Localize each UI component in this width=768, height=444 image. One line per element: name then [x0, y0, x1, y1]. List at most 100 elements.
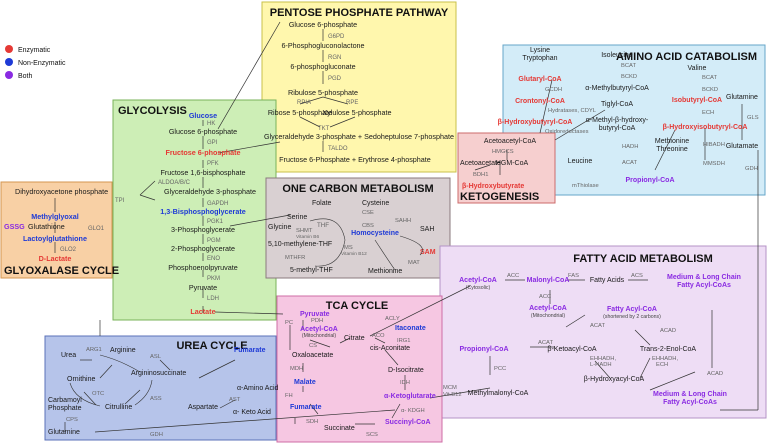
- oc-ms: MS: [344, 245, 353, 251]
- fa-acat: ACAT: [590, 323, 605, 329]
- aa-isobutyryl: Isobutyryl-CoA: [672, 97, 722, 104]
- ppp-f6p-e4p: Fructose 6-Phosphate + Erythrose 4-phosp…: [279, 155, 431, 164]
- tca-title: TCA CYCLE: [326, 300, 389, 312]
- gly-gpi: GPI: [207, 140, 218, 146]
- oc-methionine: Methionine: [368, 268, 402, 275]
- gly-glucose: Glucose: [189, 111, 217, 120]
- urea-carbamoyl2: Phosphate: [48, 405, 82, 412]
- urea-glutamine: Glutamine: [48, 429, 80, 436]
- tca-cis-aconitate: cis-Aconitate: [370, 345, 410, 352]
- fatty-acid-title: FATTY ACID METABOLISM: [573, 253, 713, 265]
- urea-aspartate: Aspartate: [188, 404, 218, 411]
- oc-sam: SAM: [420, 249, 436, 256]
- tca-kdgh: α- KDGH: [401, 408, 425, 414]
- ppp-title: PENTOSE PHOSPHATE PATHWAY: [270, 7, 449, 19]
- aa-lysine: Lysine: [530, 47, 550, 54]
- urea-otc: OTC: [92, 391, 104, 397]
- tca-idh: IDH: [400, 380, 410, 386]
- aa-bckd1: BCKD: [621, 74, 637, 80]
- gly-g3p: Glyceraldehyde 3-phosphate: [164, 187, 256, 196]
- tca-succinyl: Succinyl-CoA: [385, 419, 431, 426]
- keto-hb: β-Hydroxybutyrate: [462, 183, 524, 190]
- aa-hibadh: HIBADH: [703, 142, 725, 148]
- urea-arcs: [69, 354, 153, 407]
- ppp-rpe: RPE: [346, 100, 358, 106]
- ppp-x5p: Xylulose 5-phosphate: [322, 108, 391, 117]
- pathway-arrows: [54, 21, 759, 433]
- keto-acetoacetyl: Acetoacetyl-CoA: [484, 138, 536, 145]
- tca-citrate: Citrate: [344, 335, 365, 342]
- ppp-g6p: Glucose 6-phosphate: [289, 20, 357, 29]
- fa-bketo: β-Ketoacyl-CoA: [547, 346, 596, 353]
- gly-gapdh: GAPDH: [207, 201, 228, 207]
- aa-crotonyl: Crontonyl-CoA: [515, 98, 565, 105]
- one-carbon-arcs: [309, 218, 423, 271]
- urea-fumarate: Fumarate: [234, 347, 266, 354]
- tca-malate: Malate: [294, 379, 316, 386]
- aa-hibcoa: β-Hydroxyisobutyryl-CoA: [663, 124, 748, 131]
- one-carbon-title: ONE CARBON METABOLISM: [282, 183, 433, 195]
- ppp-panel: [261, 1, 457, 173]
- aa-propionyl: Propionyl-CoA: [626, 177, 675, 184]
- glycolysis-nodes: Glucose HK Glucose 6-phosphate GPI Fruct…: [15, 111, 256, 316]
- tca-pyruvate: Pyruvate: [300, 311, 330, 318]
- ppp-pg: 6-phosphogluconate: [290, 62, 355, 71]
- fa-ech: ECH: [656, 362, 668, 368]
- tca-mito: (Mitochondrial): [302, 333, 337, 339]
- urea-carbamoyl1: Carbamoyl: [48, 397, 82, 404]
- tca-fh: FH: [285, 393, 293, 399]
- gly-tpi: TPI: [115, 198, 125, 204]
- legend-enzymatic-dot: [5, 45, 13, 53]
- aa-hbcoa: β-Hydroxybutyryl-CoA: [498, 119, 573, 126]
- fa-mlc3: Medium & Long Chain: [653, 391, 727, 398]
- keto-bdh1: BDH1: [473, 172, 488, 178]
- aa-bcat1: BCAT: [621, 63, 636, 69]
- gly-lactate: Lactate: [190, 307, 215, 316]
- gly-ldh: LDH: [207, 296, 219, 302]
- gly-pfk: PFK: [207, 161, 219, 167]
- fa-pcc: PCC: [494, 366, 506, 372]
- fa-trans: Trans-2-Enol-CoA: [640, 346, 696, 353]
- glyox-glo1: GLO1: [88, 226, 105, 232]
- urea-asl: ASL: [150, 354, 162, 360]
- fa-mlc1: Medium & Long Chain: [667, 274, 741, 281]
- fa-fatty-acyl: Fatty Acyl-CoA: [607, 306, 657, 313]
- oc-thf: THF: [317, 222, 329, 229]
- gly-pep: Phosphoenolpyruvate: [168, 263, 238, 272]
- aa-glutamate: Glutamate: [726, 143, 758, 150]
- fa-acad1: ACAD: [660, 328, 676, 334]
- aa-oxidoreductases: Oxidoreductases: [545, 129, 589, 135]
- fa-ehhadh2: L-HADH: [590, 362, 612, 368]
- aa-leucine: Leucine: [568, 158, 593, 165]
- aa-valine: Valine: [688, 65, 707, 72]
- legend-nonenzymatic-label: Non-Enzymatic: [18, 60, 66, 67]
- aa-gdh: GDH: [745, 166, 758, 172]
- fa-fatty-acids: Fatty Acids: [590, 277, 625, 284]
- legend-nonenzymatic-dot: [5, 58, 13, 66]
- gly-pyruvate: Pyruvate: [189, 283, 217, 292]
- glycolysis-title: GLYCOLYSIS: [118, 105, 187, 117]
- fa-acc2: ACC: [539, 294, 551, 300]
- oc-vitb6: Vitamin B6: [296, 234, 319, 240]
- tca-fumarate: Fumarate: [290, 404, 322, 411]
- urea-argininosuccinate: Argininosuccinate: [131, 370, 186, 377]
- fa-propionyl: Propionyl-CoA: [460, 346, 509, 353]
- tca-acly: ACLY: [385, 316, 400, 322]
- ppp-ru5p: Ribulose 5-phosphate: [288, 88, 358, 97]
- aa-isoleucine: Isoleucine: [601, 52, 633, 59]
- fa-mlc2: Fatty Acyl-CoAs: [677, 282, 731, 289]
- aa-glutamine: Glutamine: [726, 94, 758, 101]
- fa-acetyl: Acetyl-CoA: [459, 277, 497, 284]
- tca-nodes: Pyruvate PDH PC ACLY Acetyl-CoA Itaconat…: [285, 311, 436, 438]
- ketogenesis-title: KETOGENESIS: [460, 191, 539, 203]
- fa-shortened: (shortened by 2 carbons): [603, 314, 661, 320]
- fa-ehhadh1: EHHADH,: [590, 356, 616, 362]
- aa-tryptophan: Tryptophan: [522, 55, 557, 62]
- glyoxalase-panel: [0, 181, 113, 279]
- ppp-pgl: 6-Phosphogluconolactone: [281, 41, 364, 50]
- ppp-tkt: TKT: [318, 126, 330, 132]
- fa-cytosolic: (Cytosolic): [466, 285, 491, 291]
- fa-mito: (Mitochondrial): [531, 313, 566, 319]
- oc-folate: Folate: [312, 200, 332, 207]
- tca-panel: [276, 295, 443, 443]
